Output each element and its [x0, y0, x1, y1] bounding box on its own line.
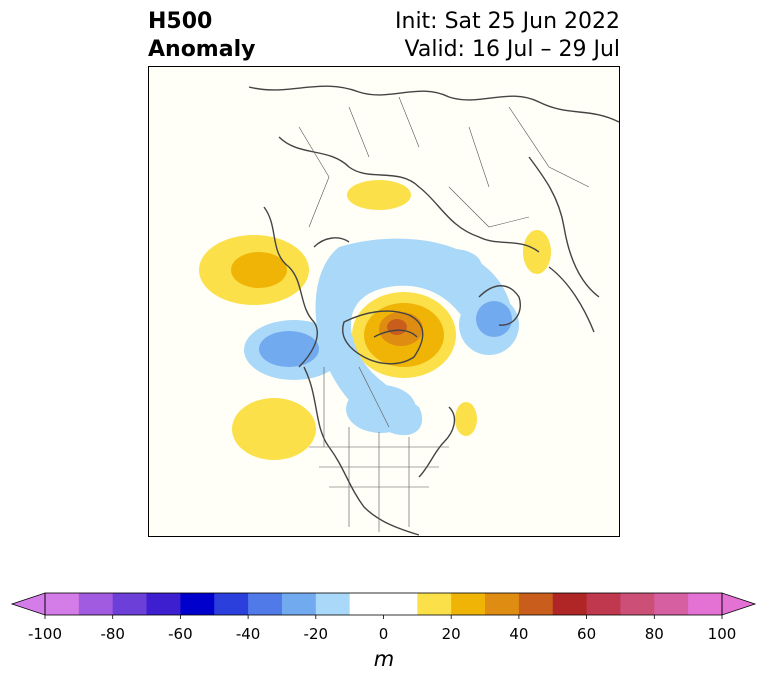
map-svg: [199, 85, 619, 536]
colorbar-tick-label: -80: [100, 625, 125, 643]
colorbar-tick-label: 0: [378, 625, 389, 643]
colorbar-tick-label: 100: [707, 625, 737, 643]
colorbar-bins: [44, 593, 723, 619]
valid-dates: Valid: 16 Jul – 29 Jul: [404, 37, 620, 62]
anomaly-canada: [346, 385, 416, 433]
colorbar-outline: [44, 592, 723, 616]
anomaly-greenland-core: [387, 319, 407, 335]
title-dates: Init: Sat 25 Jun 2022 Valid: 16 Jul – 29…: [395, 8, 620, 64]
positive-anomaly-areas: [199, 180, 551, 460]
colorbar-bin-13: [518, 593, 554, 615]
colorbar-tick-label: 20: [441, 625, 461, 643]
colorbar-unit-label: m: [373, 647, 395, 671]
anomaly-ne-pacific-core: [231, 252, 287, 288]
colorbar-bin-12: [485, 593, 520, 615]
colorbar-tick-label: -20: [303, 625, 329, 643]
colorbar: [10, 592, 757, 619]
borders: [298, 96, 590, 532]
colorbar-bin-0: [45, 593, 80, 615]
colorbar-bin-7: [281, 593, 317, 615]
anomaly-siberia: [347, 180, 411, 210]
anomaly-barents: [426, 249, 482, 285]
colorbar-bin-17: [654, 593, 689, 615]
title-variable: H500 Anomaly: [148, 8, 255, 64]
colorbar-tick-label: 40: [509, 625, 529, 643]
colorbar-bin-5: [214, 593, 249, 615]
colorbar-bin-15: [586, 593, 621, 615]
anomaly-alaska-core: [259, 331, 319, 367]
colorbar-bin-18: [688, 593, 723, 615]
coastlines: [248, 85, 619, 536]
colorbar-bin-14: [552, 593, 588, 615]
colorbar-tick-label: 80: [644, 625, 664, 643]
colorbar-bin-11: [451, 593, 486, 615]
anomaly-atlantic: [455, 402, 477, 436]
colorbar-under-arrow: [10, 592, 46, 616]
colorbar-bin-2: [112, 593, 148, 615]
colorbar-tick-label: 60: [577, 625, 597, 643]
negative-anomaly-areas: [244, 238, 519, 436]
colorbar-bin-10: [417, 593, 452, 615]
colorbar-bin-1: [78, 593, 114, 615]
anomaly-scandinavia-core: [476, 301, 512, 337]
anomaly-arctic-ring: [315, 238, 513, 436]
anomaly-west-us: [232, 398, 316, 460]
colorbar-bin-8: [315, 593, 351, 615]
anomaly-europe: [523, 230, 551, 274]
colorbar-bin-4: [180, 593, 215, 615]
colorbar-over-arrow: [721, 592, 757, 616]
colorbar-bin-9: [349, 593, 418, 615]
anomaly-map: [148, 66, 620, 537]
colorbar-tick-label: -60: [168, 625, 193, 643]
init-date: Init: Sat 25 Jun 2022: [395, 9, 620, 34]
colorbar-bin-6: [248, 593, 283, 615]
title-line-2: Anomaly: [148, 37, 256, 62]
colorbar-tick-label: -40: [235, 625, 261, 643]
colorbar-tick-label: -100: [27, 625, 63, 643]
title-line-1: H500: [148, 9, 213, 34]
colorbar-bin-16: [620, 593, 655, 615]
colorbar-bin-3: [146, 593, 181, 615]
